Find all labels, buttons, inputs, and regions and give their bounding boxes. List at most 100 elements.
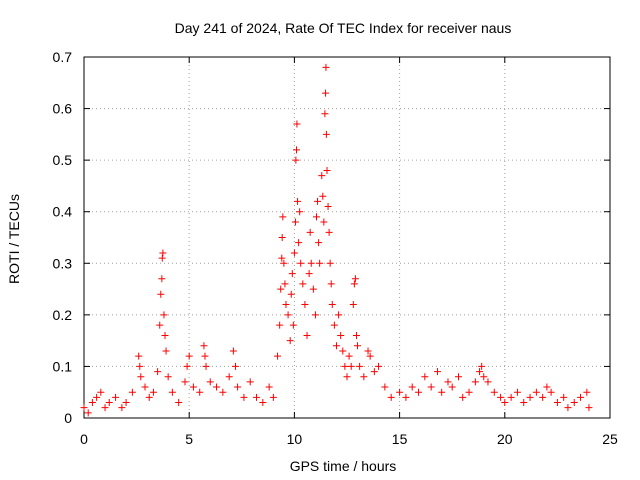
x-tick-label: 5 xyxy=(185,431,193,447)
data-point xyxy=(327,280,335,288)
y-tick-label: 0.4 xyxy=(53,204,73,220)
data-point xyxy=(311,311,319,319)
data-point xyxy=(282,301,290,309)
data-point xyxy=(349,301,357,309)
y-axis-label: ROTI / TECUs xyxy=(6,194,22,284)
data-point xyxy=(306,228,314,236)
data-point xyxy=(539,393,547,401)
data-point xyxy=(159,249,167,257)
data-point xyxy=(375,362,383,370)
data-point xyxy=(158,254,166,262)
data-point xyxy=(322,130,330,138)
x-axis-label: GPS time / hours xyxy=(290,458,397,474)
data-point xyxy=(402,393,410,401)
data-point xyxy=(281,280,289,288)
data-point xyxy=(128,388,136,396)
data-point xyxy=(408,383,416,391)
data-point xyxy=(202,362,210,370)
data-point xyxy=(305,270,313,278)
data-point xyxy=(162,347,170,355)
data-point xyxy=(154,368,162,376)
data-point xyxy=(553,399,561,407)
chart-title: Day 241 of 2024, Rate Of TEC Index for r… xyxy=(175,20,512,36)
data-point xyxy=(292,156,300,164)
data-point xyxy=(286,337,294,345)
data-point xyxy=(287,290,295,298)
data-point xyxy=(471,378,479,386)
data-point xyxy=(480,373,488,381)
data-point xyxy=(490,388,498,396)
data-point xyxy=(219,388,227,396)
data-point xyxy=(136,362,144,370)
data-point xyxy=(101,404,109,412)
data-point xyxy=(225,373,233,381)
data-point xyxy=(427,383,435,391)
data-point xyxy=(291,218,299,226)
data-point xyxy=(278,234,286,241)
data-point xyxy=(231,362,239,370)
data-point xyxy=(351,275,359,283)
data-point xyxy=(303,331,311,339)
data-point xyxy=(577,393,585,401)
data-point xyxy=(297,259,305,267)
data-point xyxy=(229,347,237,355)
data-point xyxy=(206,378,214,386)
data-point xyxy=(189,383,197,391)
data-point xyxy=(497,393,505,401)
data-point xyxy=(347,362,355,370)
data-point xyxy=(465,388,473,396)
data-point xyxy=(213,383,221,391)
data-point xyxy=(459,393,467,401)
data-point xyxy=(183,362,191,370)
data-point xyxy=(356,362,364,370)
data-point xyxy=(246,378,254,386)
data-point xyxy=(415,388,423,396)
data-point xyxy=(185,352,193,360)
data-point xyxy=(84,409,92,417)
data-point xyxy=(324,203,332,211)
x-tick-label: 10 xyxy=(287,431,303,447)
data-point xyxy=(141,383,149,391)
data-point xyxy=(421,373,429,381)
y-tick-label: 0.5 xyxy=(53,152,73,168)
data-point xyxy=(323,166,331,174)
data-point xyxy=(501,399,509,407)
data-point xyxy=(526,393,534,401)
data-point xyxy=(288,270,296,278)
data-point xyxy=(321,110,329,118)
data-point xyxy=(265,383,273,391)
data-point xyxy=(476,368,484,376)
data-point xyxy=(360,373,368,381)
data-point xyxy=(122,399,130,407)
data-point xyxy=(560,393,568,401)
data-point xyxy=(269,393,277,401)
data-point xyxy=(354,342,362,350)
data-point xyxy=(240,393,248,401)
x-tick-label: 20 xyxy=(497,431,513,447)
data-point xyxy=(444,378,452,386)
data-point xyxy=(341,362,349,370)
data-point xyxy=(135,352,143,360)
data-point xyxy=(175,399,183,407)
data-point xyxy=(299,280,307,288)
data-point xyxy=(277,285,285,293)
data-point xyxy=(196,388,204,396)
data-point xyxy=(278,254,286,262)
data-point xyxy=(328,301,336,309)
data-point xyxy=(294,197,302,205)
data-point xyxy=(284,311,292,319)
data-point xyxy=(259,399,267,407)
data-point xyxy=(478,362,486,370)
data-point xyxy=(160,311,168,319)
data-point xyxy=(279,213,287,221)
data-point xyxy=(322,89,330,97)
data-point xyxy=(181,378,189,386)
y-tick-label: 0.3 xyxy=(53,255,73,271)
data-point xyxy=(339,347,347,355)
data-point xyxy=(543,383,551,391)
axis-ticks: 0 5 10 15 20 25 0 0.1 0.2 0.3 0.4 0.5 0.6 0.7 xyxy=(53,49,618,447)
plot-frame xyxy=(83,56,611,419)
data-points xyxy=(80,63,593,417)
data-point xyxy=(370,368,378,376)
